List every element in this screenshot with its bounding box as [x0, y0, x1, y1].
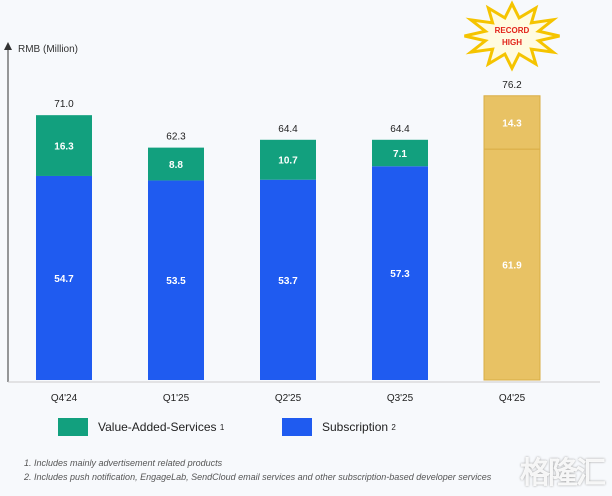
- legend-swatch-subscription: [282, 418, 312, 436]
- bar-value-label: 14.3: [502, 118, 522, 129]
- legend-swatch-vas: [58, 418, 88, 436]
- stacked-bar-chart: RMB (Million) 54.7 16.3 71.0 Q4'24 53.5 8.8 62.…: [4, 0, 600, 404]
- bar-value-label: 53.5: [166, 276, 186, 287]
- legend-sup-subscription: 2: [391, 422, 396, 432]
- footnote-1: 1. Includes mainly advertisement related…: [24, 458, 223, 468]
- bar-vas: [372, 139, 428, 167]
- total-label: 76.2: [502, 80, 522, 91]
- legend-label-subscription: Subscription: [322, 420, 389, 434]
- total-label: 71.0: [54, 99, 74, 110]
- bar-value-label: 57.3: [390, 269, 410, 280]
- legend-sup-vas: 1: [219, 422, 225, 432]
- bar-value-label: 7.1: [393, 149, 407, 160]
- record-badge-text: HIGH: [502, 38, 522, 47]
- bar-vas: [36, 115, 92, 176]
- y-axis-arrow: [4, 42, 12, 50]
- bar-value-label: 54.7: [54, 274, 74, 285]
- bar-value-label: 53.7: [278, 276, 298, 287]
- bar-subscription: [260, 179, 316, 380]
- x-tick-label: Q2'25: [275, 393, 302, 404]
- bar-subscription: [372, 166, 428, 380]
- bar-value-label: 61.9: [502, 261, 522, 272]
- bar-subscription: [36, 175, 92, 380]
- bar-value-label: 10.7: [278, 156, 298, 167]
- bar-vas: [148, 147, 204, 181]
- total-label: 64.4: [390, 124, 410, 135]
- record-badge-text: RECORD: [495, 26, 530, 35]
- x-tick-label: Q3'25: [387, 393, 414, 404]
- bar-vas: [260, 139, 316, 180]
- bar-value-label: 8.8: [169, 160, 183, 171]
- total-label: 64.4: [278, 124, 298, 135]
- x-tick-label: Q1'25: [163, 393, 190, 404]
- bar-value-label: 16.3: [54, 142, 74, 153]
- total-label: 62.3: [166, 132, 186, 143]
- bar-subscription: [483, 148, 541, 381]
- legend-label-vas: Value-Added-Services: [98, 420, 217, 434]
- y-axis-label: RMB (Million): [18, 44, 78, 55]
- x-tick-label: Q4'24: [51, 393, 78, 404]
- bar-subscription: [148, 180, 204, 380]
- legend-subscription: Subscription 2: [282, 418, 396, 436]
- footnote-2: 2. Includes push notification, EngageLab…: [24, 472, 492, 482]
- legend-vas: Value-Added-Services 1: [58, 418, 224, 436]
- watermark-logo: 格隆汇: [520, 457, 606, 490]
- x-tick-label: Q4'25: [499, 393, 526, 404]
- bar-vas: [483, 95, 541, 150]
- record-badge-star: [464, 0, 560, 72]
